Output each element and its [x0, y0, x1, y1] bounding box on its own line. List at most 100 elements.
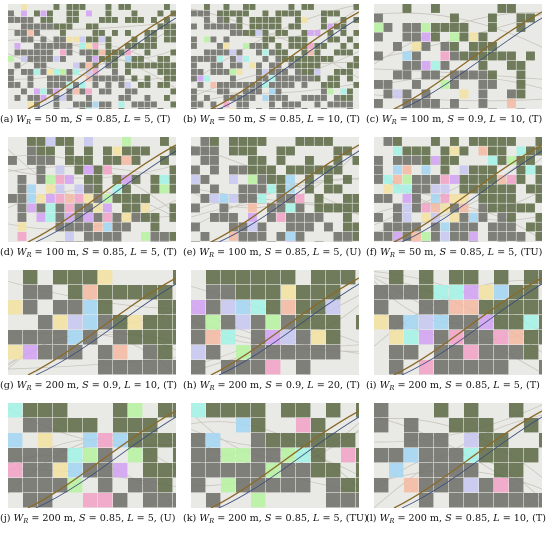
heatmap-image [8, 137, 176, 242]
mode-value: (T) [528, 114, 543, 125]
heatmap-image [374, 137, 542, 242]
s-value: = 0.85, [88, 247, 131, 258]
wr-symbol: WR [199, 247, 214, 259]
heatmap-image [191, 270, 359, 375]
figure-panel: (k) WR = 200 m, S = 0.85, L = 5, (TU) [183, 403, 368, 528]
figure-panel: (b) WR = 50 m, S = 0.85, L = 10, (T) [183, 4, 360, 129]
wr-symbol: WR [16, 247, 32, 259]
heatmap-image [8, 270, 176, 375]
l-value: = 10, [495, 114, 529, 125]
s-value: = 0.85, [451, 380, 494, 391]
panel-caption: (a) WR = 50 m, S = 0.85, L = 5, (T) [0, 114, 190, 128]
figure-panel: (i) WR = 200 m, S = 0.85, L = 5, (T) [366, 270, 542, 395]
s-value: = 0.85, [446, 247, 488, 258]
s-value: = 0.85, [85, 513, 128, 524]
figure-panel: (c) WR = 100 m, S = 0.9, L = 10, (T) [366, 4, 542, 129]
heatmap-image [8, 4, 176, 109]
s-value: = 0.9, [88, 380, 125, 391]
heatmap-image [191, 403, 359, 508]
l-symbol: L [127, 513, 134, 524]
mode-value: (T) [163, 247, 177, 258]
figure-panel: (g) WR = 200 m, S = 0.9, L = 10, (T) [0, 270, 177, 395]
panel-caption: (c) WR = 100 m, S = 0.9, L = 10, (T) [366, 114, 550, 128]
l-symbol: L [307, 114, 314, 125]
wr-value: = 200 m, [214, 380, 266, 391]
wr-value: = 50 m, [214, 114, 260, 125]
grid-cells-image [374, 270, 542, 375]
l-value: = 5, [133, 513, 160, 524]
l-value: = 10, [130, 380, 164, 391]
mode-value: (T) [532, 513, 546, 524]
panel-caption: (h) WR = 200 m, S = 0.9, L = 20, (T) [183, 380, 373, 394]
l-value: = 5, [319, 247, 346, 258]
s-symbol: S [82, 247, 89, 258]
s-symbol: S [445, 513, 452, 524]
wr-value: = 50 m, [31, 114, 76, 125]
wr-symbol: WR [199, 513, 215, 525]
heatmap-image [191, 137, 359, 242]
heatmap-image [374, 4, 542, 109]
s-value: = 0.85, [265, 114, 308, 125]
caption-label: (i) [366, 380, 380, 391]
s-value: = 0.85, [451, 513, 494, 524]
s-symbol: S [79, 513, 86, 524]
s-symbol: S [447, 114, 454, 125]
caption-label: (g) [0, 380, 17, 391]
l-symbol: L [130, 247, 137, 258]
grid-cells-image [374, 137, 542, 242]
panel-caption: (e) WR = 100 m, S = 0.85, L = 5, (U) [183, 247, 373, 261]
panel-caption: (f) WR = 50 m, S = 0.85, L = 5, (TU) [366, 247, 550, 261]
caption-label: (d) [0, 247, 17, 258]
grid-cells-image [8, 403, 176, 508]
grid-cells-image [374, 403, 542, 508]
mode-value: (TU) [520, 247, 543, 258]
s-symbol: S [75, 114, 83, 125]
figure-panel: (j) WR = 200 m, S = 0.85, L = 5, (U) [0, 403, 176, 528]
l-symbol: L [489, 114, 496, 125]
wr-value: = 200 m, [214, 513, 265, 524]
wr-symbol: WR [380, 247, 395, 259]
l-value: = 20, [313, 380, 347, 391]
panel-caption: (b) WR = 50 m, S = 0.85, L = 10, (T) [183, 114, 373, 128]
caption-label: (a) [0, 114, 17, 125]
grid-cells-image [191, 403, 359, 508]
panel-caption: (k) WR = 200 m, S = 0.85, L = 5, (TU) [183, 513, 373, 527]
s-value: = 0.85, [271, 513, 314, 524]
wr-symbol: WR [13, 513, 29, 525]
l-symbol: L [123, 114, 131, 125]
mode-value: (T) [346, 114, 360, 125]
wr-value: = 100 m, [396, 114, 448, 125]
panel-caption: (j) WR = 200 m, S = 0.85, L = 5, (U) [0, 513, 190, 527]
s-symbol: S [259, 114, 266, 125]
caption-label: (j) [0, 513, 14, 524]
wr-symbol: WR [379, 513, 395, 525]
s-value: = 0.85, [271, 247, 313, 258]
heatmap-image [191, 4, 359, 109]
figure-panel: (l) WR = 200 m, S = 0.85, L = 10, (T) [366, 403, 546, 528]
panel-caption: (l) WR = 200 m, S = 0.85, L = 10, (T) [366, 513, 550, 527]
grid-cells-image [8, 270, 176, 375]
s-symbol: S [445, 380, 452, 391]
caption-label: (h) [183, 380, 200, 391]
s-symbol: S [264, 513, 272, 524]
l-symbol: L [493, 380, 500, 391]
wr-symbol: WR [199, 114, 215, 126]
mode-value: (T) [163, 380, 177, 391]
l-symbol: L [312, 247, 320, 258]
grid-cells-image [191, 4, 359, 109]
l-value: = 5, [494, 247, 521, 258]
s-symbol: S [265, 380, 272, 391]
caption-label: (c) [366, 114, 382, 125]
wr-value: = 100 m, [31, 247, 83, 258]
grid-cells-image [191, 137, 359, 242]
s-symbol: S [82, 380, 89, 391]
heatmap-image [374, 403, 542, 508]
wr-symbol: WR [16, 114, 32, 126]
caption-label: (f) [366, 247, 381, 258]
wr-value: = 200 m, [394, 513, 446, 524]
wr-value: = 200 m, [394, 380, 446, 391]
l-value: = 5, [130, 114, 157, 125]
figure-panel: (h) WR = 200 m, S = 0.9, L = 20, (T) [183, 270, 360, 395]
caption-label: (k) [183, 513, 200, 524]
